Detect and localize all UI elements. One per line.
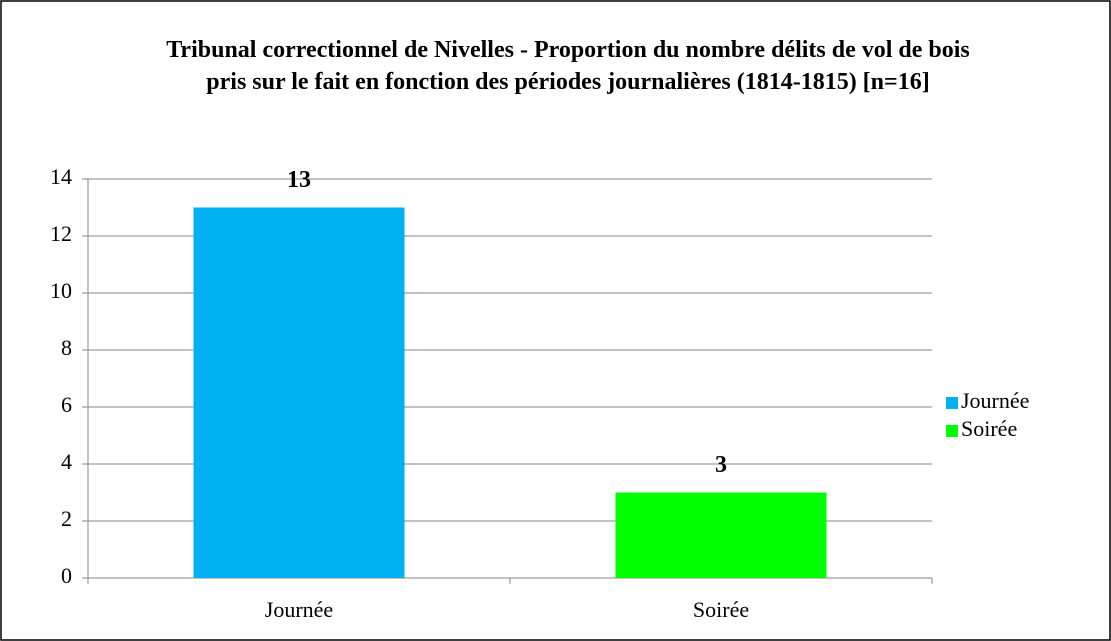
legend-swatch <box>946 425 958 437</box>
legend-swatch <box>946 397 958 409</box>
x-tick-label: Journée <box>265 597 333 622</box>
y-tick-label: 2 <box>61 506 72 531</box>
y-tick-label: 14 <box>50 164 72 189</box>
y-tick-label: 10 <box>50 278 72 303</box>
bar <box>193 207 405 578</box>
x-tick-label: Soirée <box>693 597 749 622</box>
y-tick-label: 12 <box>50 221 72 246</box>
data-label: 3 <box>715 452 727 478</box>
chart-title: Tribunal correctionnel de Nivelles - Pro… <box>166 37 970 95</box>
y-tick-label: 6 <box>61 392 72 417</box>
bar <box>615 492 827 578</box>
legend-label: Journée <box>961 388 1029 413</box>
legend-label: Soirée <box>961 416 1017 441</box>
y-tick-label: 0 <box>61 563 72 588</box>
y-tick-label: 4 <box>61 449 72 474</box>
data-label: 13 <box>287 167 311 193</box>
y-tick-label: 8 <box>61 335 72 360</box>
